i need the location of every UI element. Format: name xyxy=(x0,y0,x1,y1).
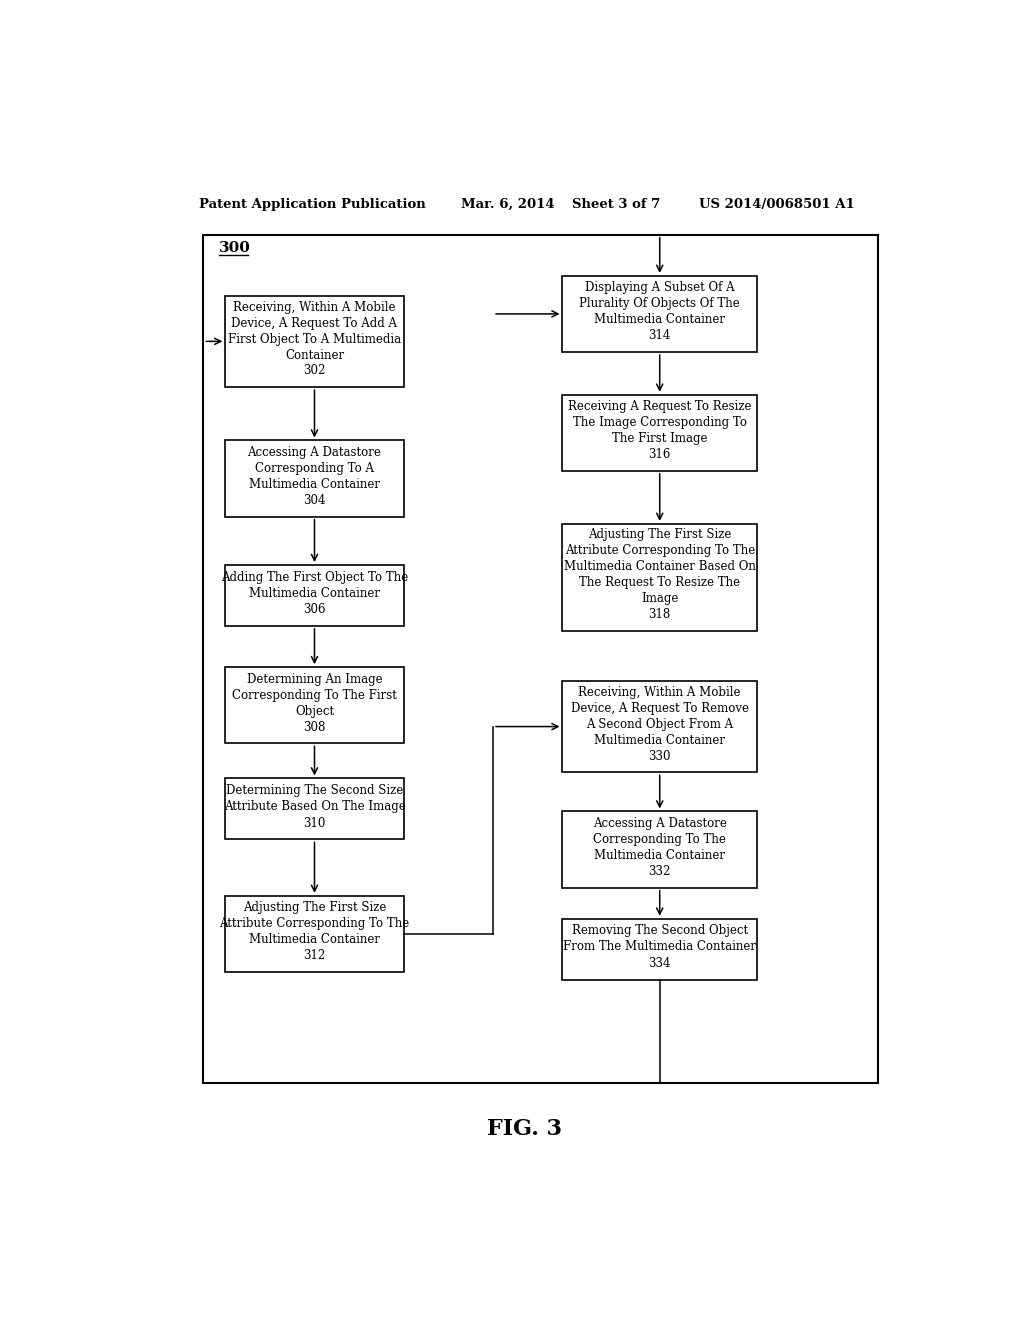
Bar xyxy=(225,441,403,516)
Text: 314: 314 xyxy=(648,329,671,342)
Text: Sheet 3 of 7: Sheet 3 of 7 xyxy=(572,198,660,211)
Bar xyxy=(562,681,757,772)
Text: 302: 302 xyxy=(303,364,326,378)
Bar xyxy=(225,896,403,972)
Bar xyxy=(562,524,757,631)
Text: Receiving, Within A Mobile
Device, A Request To Add A
First Object To A Multimed: Receiving, Within A Mobile Device, A Req… xyxy=(228,301,401,362)
Text: 318: 318 xyxy=(648,607,671,620)
Text: 306: 306 xyxy=(303,603,326,616)
Text: Receiving, Within A Mobile
Device, A Request To Remove
A Second Object From A
Mu: Receiving, Within A Mobile Device, A Req… xyxy=(570,686,749,747)
Text: Mar. 6, 2014: Mar. 6, 2014 xyxy=(461,198,555,211)
Text: Displaying A Subset Of A
Plurality Of Objects Of The
Multimedia Container: Displaying A Subset Of A Plurality Of Ob… xyxy=(580,281,740,326)
Text: FIG. 3: FIG. 3 xyxy=(487,1118,562,1140)
Text: 308: 308 xyxy=(303,721,326,734)
Text: 304: 304 xyxy=(303,494,326,507)
Text: 310: 310 xyxy=(303,817,326,830)
Text: Adding The First Object To The
Multimedia Container: Adding The First Object To The Multimedi… xyxy=(221,570,409,599)
Text: Determining An Image
Corresponding To The First
Object: Determining An Image Corresponding To Th… xyxy=(232,673,397,718)
Bar xyxy=(225,565,403,626)
Text: Accessing A Datastore
Corresponding To The
Multimedia Container: Accessing A Datastore Corresponding To T… xyxy=(593,817,727,862)
Text: Adjusting The First Size
Attribute Corresponding To The
Multimedia Container: Adjusting The First Size Attribute Corre… xyxy=(219,902,410,946)
Text: Accessing A Datastore
Corresponding To A
Multimedia Container: Accessing A Datastore Corresponding To A… xyxy=(248,446,381,491)
Text: 332: 332 xyxy=(648,865,671,878)
Text: 330: 330 xyxy=(648,750,671,763)
Text: Receiving A Request To Resize
The Image Corresponding To
The First Image: Receiving A Request To Resize The Image … xyxy=(568,400,752,445)
Text: 316: 316 xyxy=(648,449,671,461)
Bar xyxy=(225,296,403,387)
Bar xyxy=(225,667,403,743)
Text: US 2014/0068501 A1: US 2014/0068501 A1 xyxy=(699,198,855,211)
Text: 312: 312 xyxy=(303,949,326,962)
Bar xyxy=(562,812,757,887)
Text: 334: 334 xyxy=(648,957,671,970)
Bar xyxy=(562,395,757,471)
Text: 300: 300 xyxy=(219,240,251,255)
Bar xyxy=(225,779,403,840)
Bar xyxy=(562,276,757,352)
Text: Determining The Second Size
Attribute Based On The Image: Determining The Second Size Attribute Ba… xyxy=(223,784,406,813)
Text: Adjusting The First Size
Attribute Corresponding To The
Multimedia Container Bas: Adjusting The First Size Attribute Corre… xyxy=(564,528,756,606)
Bar xyxy=(562,919,757,979)
Bar xyxy=(204,235,878,1084)
Text: Patent Application Publication: Patent Application Publication xyxy=(200,198,426,211)
Text: Removing The Second Object
From The Multimedia Container: Removing The Second Object From The Mult… xyxy=(563,924,756,953)
